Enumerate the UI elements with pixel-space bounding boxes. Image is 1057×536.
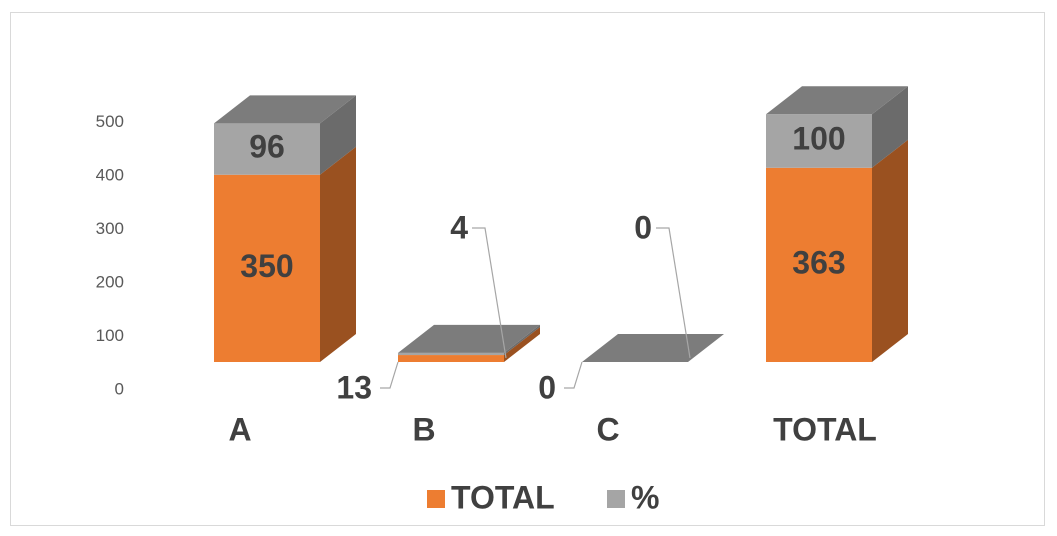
bar-pct-3-front xyxy=(766,114,872,168)
y-tick-label: 300 xyxy=(96,219,124,238)
y-tick-label: 500 xyxy=(96,112,124,131)
bar-total-3-side xyxy=(872,139,908,362)
bar-pct-1-front xyxy=(398,352,504,356)
bar-total-0-front xyxy=(214,174,320,362)
bar-pct-0 xyxy=(214,95,356,175)
bar-total-1 xyxy=(398,327,540,362)
data-label-total: 363 xyxy=(792,244,845,280)
leader-line xyxy=(380,361,399,389)
bar-total-3-front xyxy=(766,167,872,362)
bar-pct-0-side xyxy=(320,95,356,175)
leader-lines xyxy=(380,227,691,389)
legend-label: TOTAL xyxy=(451,479,555,515)
x-axis: A B C TOTAL xyxy=(228,411,876,447)
data-label-total: 0 xyxy=(538,369,556,405)
leader-line xyxy=(564,361,583,389)
bar-top-3 xyxy=(766,86,908,115)
bar-top-0 xyxy=(214,95,356,124)
y-tick-label: 0 xyxy=(115,379,124,398)
y-tick-label: 400 xyxy=(96,165,124,184)
data-label-total: 350 xyxy=(240,248,293,284)
bar-pct-1 xyxy=(398,324,540,356)
data-label-pct: 4 xyxy=(450,209,468,245)
y-tick-label: 100 xyxy=(96,326,124,345)
data-label-pct: 96 xyxy=(249,129,285,165)
bar-pct-3 xyxy=(766,86,908,168)
data-label-pct: 100 xyxy=(792,120,845,156)
legend: TOTAL% xyxy=(427,479,659,515)
leader-line xyxy=(656,227,691,359)
legend-swatch xyxy=(607,490,625,508)
bars xyxy=(214,86,908,362)
x-category-label: B xyxy=(412,411,435,447)
bar-total-0-side xyxy=(320,146,356,362)
legend-label: % xyxy=(631,479,659,515)
data-labels: 350 96 13 4 0 0 363 100 xyxy=(240,120,845,405)
y-axis: 0 100 200 300 400 500 xyxy=(96,112,124,399)
y-tick-label: 200 xyxy=(96,272,124,291)
x-category-label: C xyxy=(596,411,619,447)
bar-pct-3-side xyxy=(872,86,908,168)
data-label-pct: 0 xyxy=(634,209,652,245)
bar-total-1-front xyxy=(398,355,504,362)
x-category-label: A xyxy=(228,411,251,447)
bar-top-2 xyxy=(582,334,724,362)
data-label-total: 13 xyxy=(336,369,372,405)
legend-swatch xyxy=(427,490,445,508)
leader-line xyxy=(472,227,507,359)
bar-pct-0-front xyxy=(214,123,320,175)
bar-total-1-side xyxy=(504,327,540,362)
bar-total-0 xyxy=(214,146,356,362)
bar-total-3 xyxy=(766,139,908,362)
bar-pct-1-side xyxy=(504,324,540,356)
x-category-label: TOTAL xyxy=(773,411,877,447)
